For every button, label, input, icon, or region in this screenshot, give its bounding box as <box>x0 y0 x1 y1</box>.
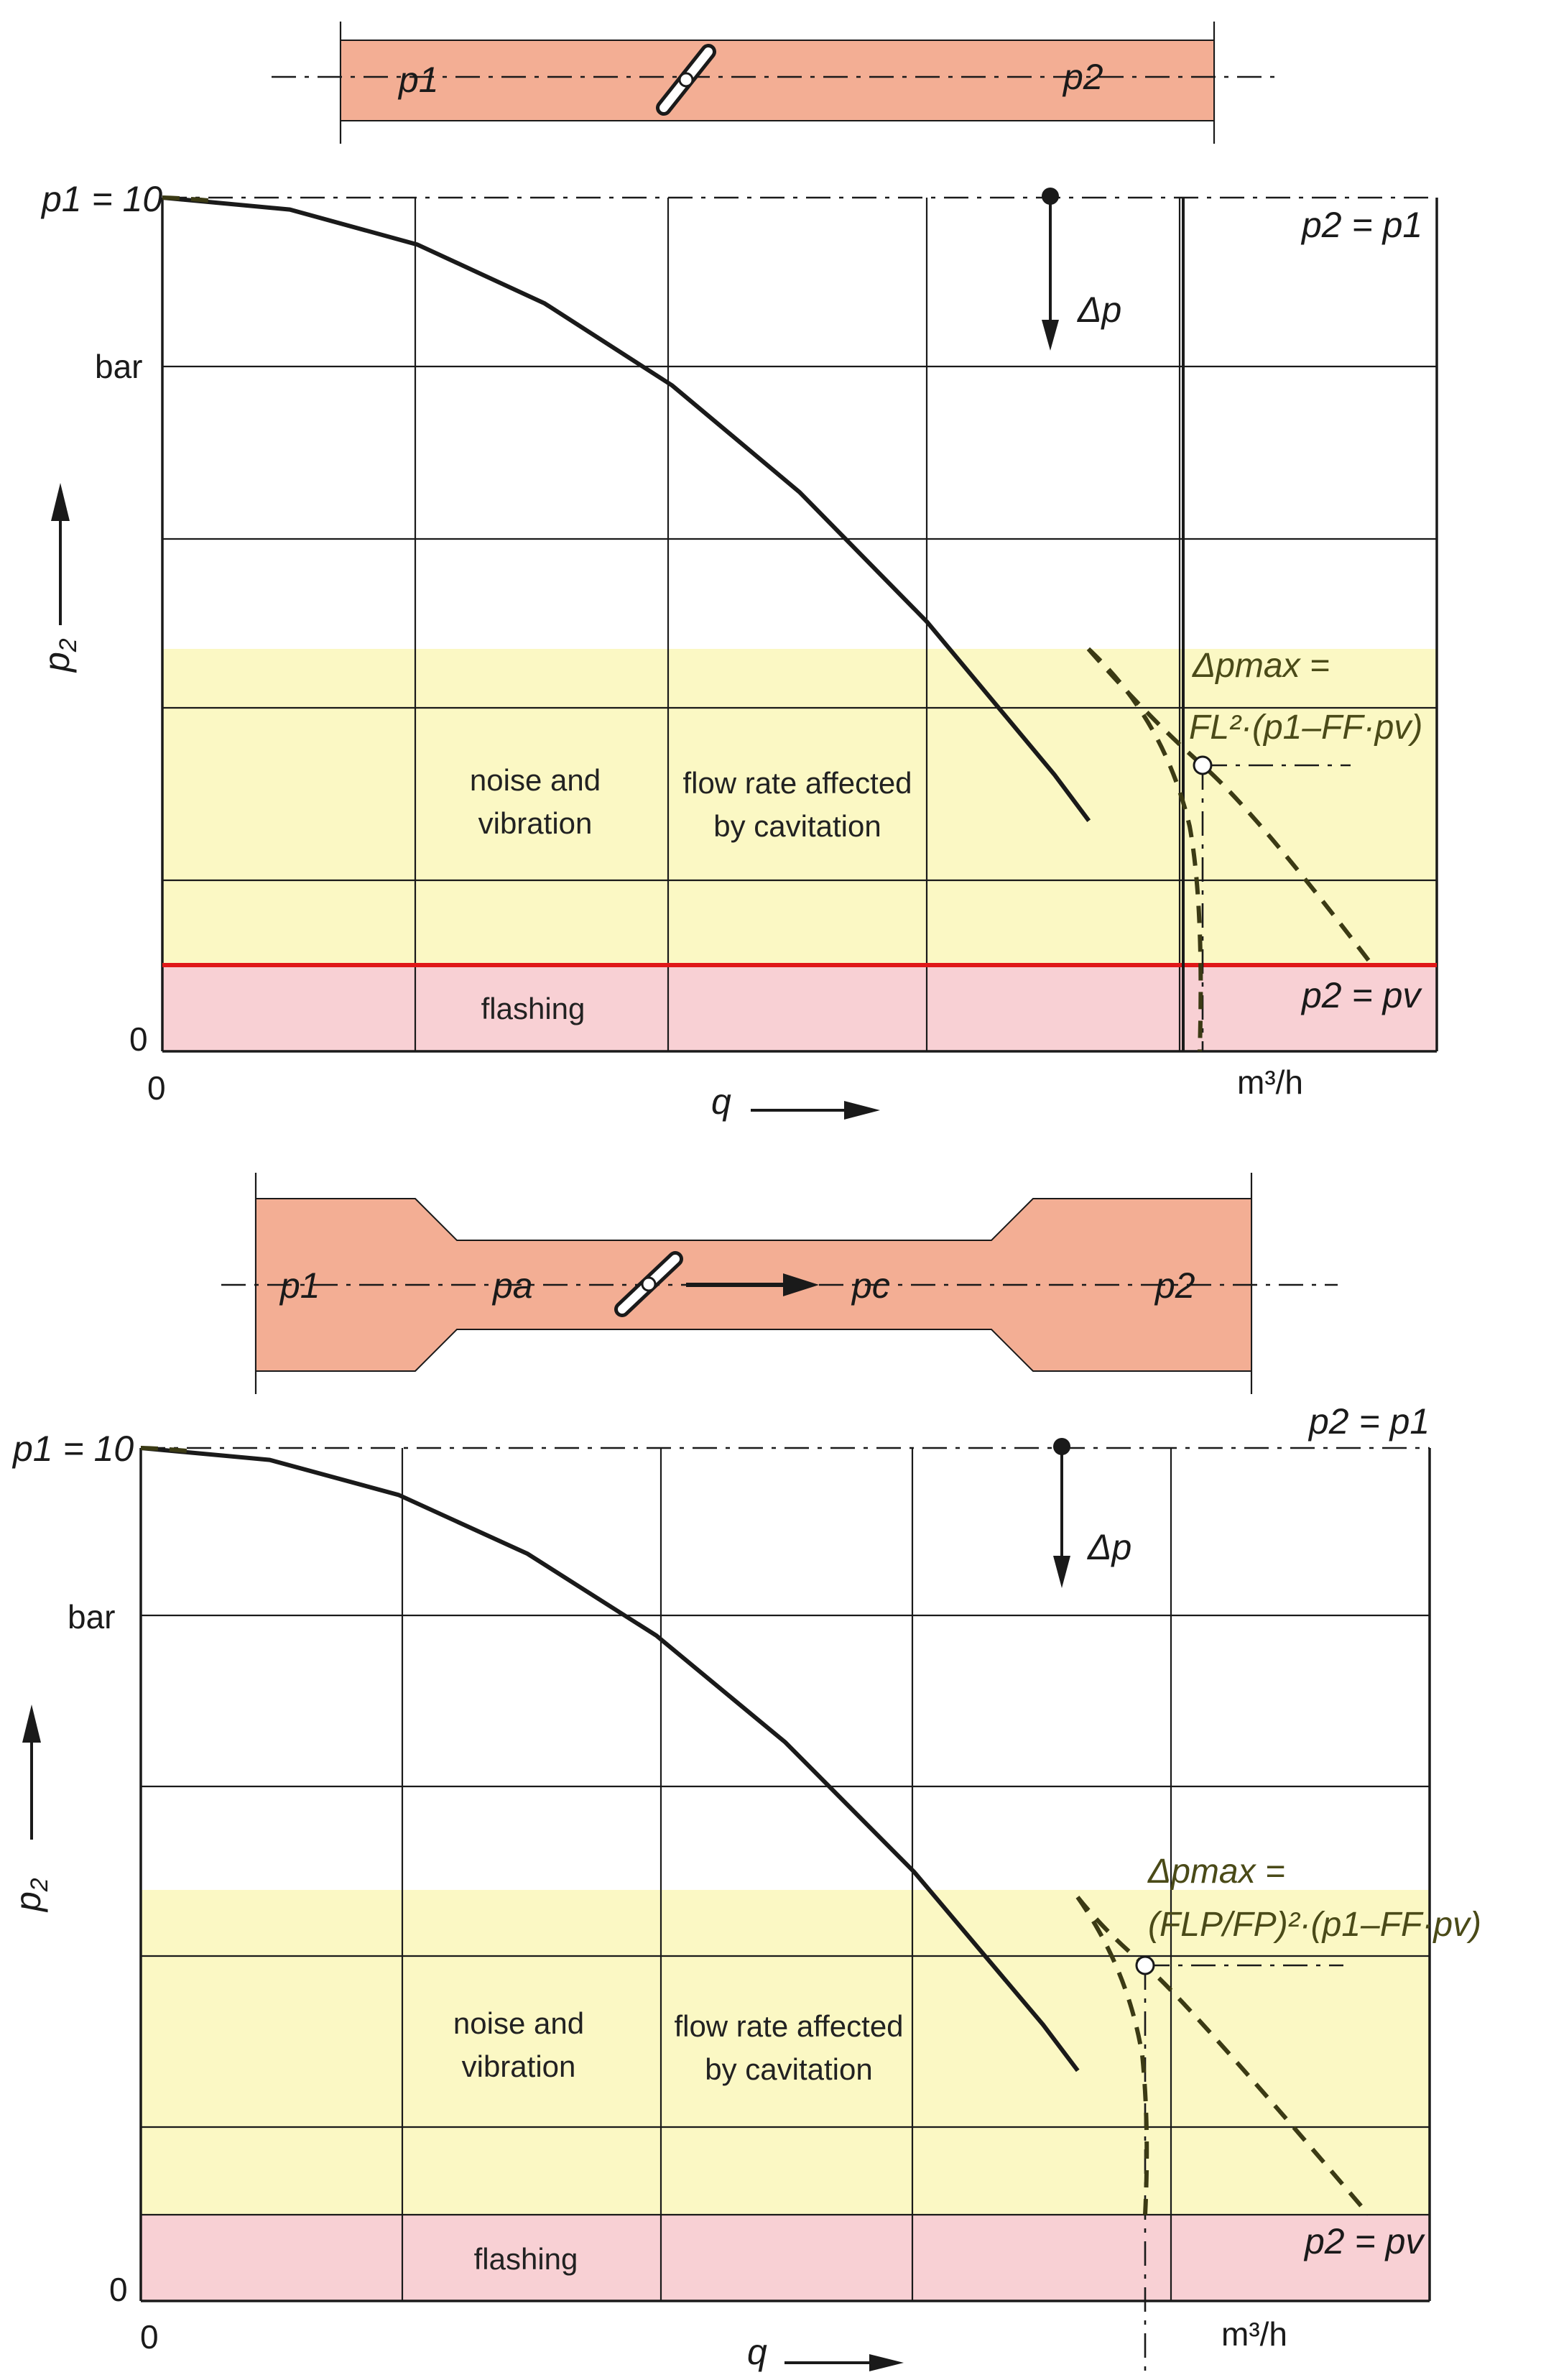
y-label-bottom: p2 <box>8 1878 53 1913</box>
cavitation-zone-label-bottom-1: flow rate affected <box>674 2009 903 2043</box>
y-unit-top: bar <box>95 348 142 385</box>
noise-zone-label-bottom-2: vibration <box>462 2049 576 2083</box>
delta-p-arrowhead-bottom <box>1053 1556 1070 1588</box>
flashing-zone-label-top: flashing <box>481 992 585 1025</box>
dp-max-formula-top: FL²·(p1–FF·pv) <box>1189 709 1422 747</box>
pipe-bottom-pa-label: pa <box>491 1265 533 1306</box>
flashing-zone-bottom <box>141 2215 1430 2301</box>
noise-zone-label-top-2: vibration <box>478 806 593 840</box>
x-zero-tick-top: 0 <box>147 1069 166 1107</box>
grid-top <box>162 198 1437 1051</box>
cavitation-zone-label-top-1: flow rate affected <box>682 766 912 800</box>
cavitation-zone-bottom <box>141 1890 1430 2215</box>
flashing-zone-top <box>162 965 1437 1051</box>
dp-max-point-top <box>1193 755 1213 775</box>
x-label-bottom: q <box>747 2332 767 2372</box>
y-top-tick-top: p1 = 10 <box>40 179 162 219</box>
x-unit-bottom: m³/h <box>1221 2315 1287 2353</box>
x-unit-top: m³/h <box>1237 1064 1303 1101</box>
y-top-tick-bottom: p1 = 10 <box>11 1429 134 1469</box>
p2-eq-p1-label-top: p2 = p1 <box>1300 205 1422 245</box>
series-start-dash-top <box>162 195 216 203</box>
chart-bottom: Δp p2 = p1 p2 = pv Δpmax = (FLP/FP)²·(p1… <box>8 1401 1481 2372</box>
dp-max-label-top: Δpmax = <box>1192 647 1330 685</box>
y-zero-tick-top: 0 <box>129 1020 148 1058</box>
butterfly-valve-icon <box>656 44 716 116</box>
pipe-bottom-p1-label: p1 <box>279 1265 320 1306</box>
series-line-bottom <box>140 1446 1080 2072</box>
pipe-body-top <box>340 40 1215 121</box>
cavitation-zone-top <box>162 649 1437 965</box>
x-zero-tick-bottom: 0 <box>140 2318 159 2356</box>
x-label-arrowhead-bottom <box>869 2354 904 2371</box>
x-label-arrowhead-top <box>844 1101 880 1120</box>
y-label-bottom-text: p2 <box>8 1878 53 1913</box>
cavitation-zone-label-bottom-2: by cavitation <box>705 2052 872 2086</box>
y-label-arrowhead-bottom <box>22 1705 41 1743</box>
choked-flow-dashed-top <box>1086 647 1203 1052</box>
valve-diagram-bottom: p1 pa pc p2 <box>221 1173 1338 1394</box>
delta-p-origin-dot-bottom <box>1053 1438 1070 1455</box>
delta-p-label-bottom: Δp <box>1087 1527 1131 1567</box>
delta-p-arrowhead-top <box>1042 320 1059 351</box>
x-label-top: q <box>711 1081 731 1122</box>
dp-max-formula-bottom: (FLP/FP)²·(p1–FF·pv) <box>1148 1906 1481 1944</box>
flashing-zone-label-bottom: flashing <box>474 2242 578 2276</box>
dp-max-label-bottom: Δpmax = <box>1147 1853 1285 1891</box>
pipe-bottom-pc-label: pc <box>851 1265 890 1306</box>
flow-arrow-icon <box>783 1273 819 1296</box>
p2-eq-p1-label-bottom: p2 = p1 <box>1307 1401 1430 1442</box>
p2-eq-pv-label-bottom: p2 = pv <box>1303 2221 1425 2261</box>
pipe-top-p2-label: p2 <box>1062 57 1103 97</box>
series-start-dash-bottom <box>140 1446 195 1454</box>
delta-p-label-top: Δp <box>1077 290 1121 330</box>
delta-p-origin-dot-top <box>1042 188 1059 205</box>
y-label-top-text: p2 <box>37 638 82 673</box>
y-zero-tick-bottom: 0 <box>109 2271 128 2308</box>
y-unit-bottom: bar <box>68 1598 115 1636</box>
valve-diagram-top: p1 p2 <box>272 22 1283 144</box>
dp-max-point-bottom <box>1135 1955 1155 1975</box>
butterfly-valve-icon <box>614 1251 683 1317</box>
y-label-arrowhead-top <box>51 483 70 521</box>
p2-eq-pv-label-top: p2 = pv <box>1300 975 1422 1015</box>
chart-top: Δp p2 = p1 p2 = pv Δpmax = FL²·(p1–FF·pv… <box>37 179 1438 1122</box>
series-line-top <box>162 195 1091 822</box>
y-label-top: p2 <box>37 638 82 673</box>
cavitation-zone-label-top-2: by cavitation <box>713 809 881 843</box>
grid-bottom <box>141 1448 1430 2301</box>
extension-dashed-bottom <box>1075 1896 1371 2216</box>
noise-zone-label-top-1: noise and <box>470 763 601 797</box>
pipe-top-p1-label: p1 <box>397 60 439 100</box>
noise-zone-label-bottom-1: noise and <box>453 2006 584 2040</box>
pipe-bottom-p2-label: p2 <box>1154 1265 1195 1306</box>
